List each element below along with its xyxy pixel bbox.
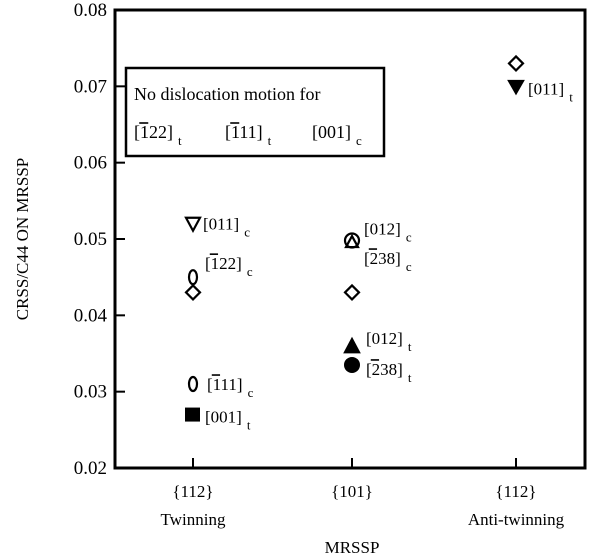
y-tick-label: 0.08 bbox=[74, 0, 107, 21]
y-tick-label: 0.03 bbox=[74, 382, 107, 403]
y-tick-label: 0.05 bbox=[74, 229, 107, 250]
data-point-label: [111] c bbox=[207, 375, 254, 400]
data-point-diamond-open bbox=[343, 283, 361, 301]
x-axis: {112} Twinning {101} {112} Anti-twinning bbox=[161, 458, 565, 529]
data-point-ellipse-open bbox=[187, 375, 199, 393]
data-point-square-filled bbox=[185, 407, 200, 422]
x-tick-label: {112} bbox=[495, 482, 536, 501]
data-point-triangle-down-open bbox=[184, 216, 202, 234]
data-point-label: [011] t bbox=[528, 79, 573, 104]
data-point-triangle-up-open bbox=[344, 233, 360, 249]
data-point-diamond-open bbox=[507, 54, 525, 72]
data-point-label: [238] c bbox=[364, 249, 412, 274]
data-point-label: [001] t bbox=[205, 408, 251, 433]
data-point-label: [012] t bbox=[366, 329, 412, 354]
x-tick-sublabel: Twinning bbox=[161, 510, 226, 529]
y-axis: 0.02 0.03 0.04 0.05 0.06 0.07 0.08 bbox=[74, 0, 125, 479]
data-points: [011] c [122] c [111] c [001] t [012] c [238] c [012… bbox=[184, 54, 573, 433]
annotation-frame bbox=[124, 66, 386, 158]
y-tick-label: 0.02 bbox=[74, 458, 107, 479]
data-point-circle-filled bbox=[344, 356, 360, 373]
data-point-label: [122] c bbox=[205, 254, 253, 279]
data-point-triangle-up-filled bbox=[343, 336, 361, 354]
annotation-line1: No dislocation motion for bbox=[134, 84, 320, 104]
y-tick-label: 0.06 bbox=[74, 153, 107, 174]
x-tick-label: {112} bbox=[172, 482, 213, 501]
y-axis-title: CRSS/C44 ON MRSSP bbox=[13, 158, 32, 321]
x-tick-sublabel: Anti-twinning bbox=[468, 510, 565, 529]
annotation-item: [122] t bbox=[134, 122, 182, 148]
data-point-label: [238] t bbox=[366, 360, 412, 385]
annotation-box: No dislocation motion for [122] t [111] t [00… bbox=[124, 66, 386, 158]
data-point-triangle-down-filled bbox=[507, 79, 525, 96]
annotation-item: [001] c bbox=[312, 122, 362, 148]
data-point-label: [011] c bbox=[203, 215, 250, 240]
y-tick-label: 0.07 bbox=[74, 76, 107, 97]
x-tick-label: {101} bbox=[331, 482, 373, 501]
data-point-label: [012] c bbox=[364, 220, 412, 245]
data-point-diamond-open bbox=[184, 283, 202, 301]
annotation-item: [111] t bbox=[225, 122, 272, 148]
data-point-ellipse-open bbox=[187, 269, 199, 286]
x-axis-title: MRSSP bbox=[325, 538, 380, 557]
y-tick-label: 0.04 bbox=[74, 305, 108, 326]
